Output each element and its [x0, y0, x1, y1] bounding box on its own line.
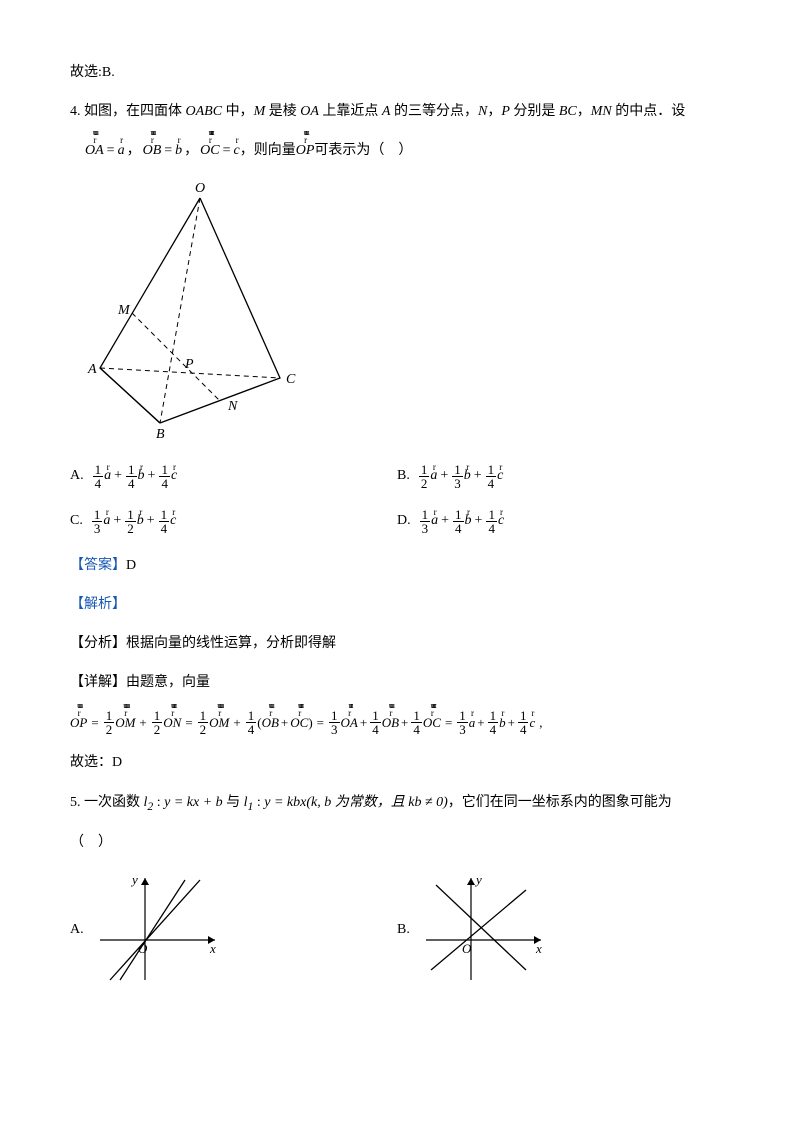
- option-c: C. 13 ra + 12 rb + 14 rc: [70, 508, 397, 535]
- oabc: OABC: [186, 104, 223, 119]
- fenxi-label: 【分析】: [70, 636, 126, 651]
- svg-text:M: M: [117, 303, 131, 318]
- vec-c: rc: [234, 138, 240, 163]
- q5-blank: （ ）: [70, 830, 724, 855]
- tetrahedron-figure: O M P A C N B: [80, 178, 724, 443]
- q4-text: 4. 如图，在四面体: [70, 104, 186, 119]
- svg-text:B: B: [156, 427, 165, 438]
- option-a: A. 14 ra + 14 rb + 14 rc: [70, 463, 397, 490]
- q4-vectors: uuurOA = ra ， uuurOB = rb ， uuurrOC = rc…: [85, 138, 724, 163]
- vec-b: rb: [175, 138, 182, 163]
- graphs-row: A. O x y B. O x: [70, 870, 724, 990]
- question-5: 5. 一次函数 l2 : y = kx + b 与 l1 : y = kbx(k…: [70, 790, 724, 817]
- svg-text:y: y: [130, 872, 138, 887]
- svg-text:O: O: [195, 181, 205, 196]
- answer-line: 【答案】D: [70, 553, 724, 578]
- svg-text:O: O: [138, 941, 148, 956]
- svg-text:N: N: [227, 399, 238, 414]
- vec-ob: uuurOB: [143, 138, 162, 163]
- vec-oc: uuurrOC: [200, 138, 219, 163]
- xiangjie-label: 【详解】: [70, 675, 126, 690]
- option-d: D. 13 ra + 14 rb + 14 rc: [397, 508, 724, 535]
- svg-text:O: O: [462, 941, 472, 956]
- svg-text:A: A: [87, 362, 97, 377]
- answer-value: D: [126, 558, 136, 573]
- svg-text:P: P: [184, 357, 194, 372]
- jiexi-label: 【解析】: [70, 592, 724, 617]
- svg-text:y: y: [474, 872, 482, 887]
- svg-text:x: x: [535, 941, 542, 956]
- svg-text:x: x: [209, 941, 216, 956]
- xiangjie-line: 【详解】由题意，向量: [70, 670, 724, 695]
- vec-a: ra: [118, 138, 125, 163]
- fenxi-line: 【分析】根据向量的线性运算，分析即得解: [70, 631, 724, 656]
- option-b: B. 12 ra + 13 rb + 14 rc: [397, 463, 724, 490]
- guxuan-d: 故选：D: [70, 750, 724, 775]
- vec-oa: uuurOA: [85, 138, 104, 163]
- question-4: 4. 如图，在四面体 OABC 中，M 是棱 OA 上靠近点 A 的三等分点，N…: [70, 99, 724, 124]
- graph-a: A. O x y: [70, 870, 397, 990]
- vec-op: uuurOP: [296, 138, 315, 163]
- svg-text:C: C: [286, 372, 296, 387]
- options-row-2: C. 13 ra + 12 rb + 14 rc D. 13 ra + 14 r…: [70, 508, 724, 535]
- derivation-equation: uuurOP = 12 uuuurOM + 12 uuurrON = 12 uu…: [70, 709, 724, 736]
- previous-answer: 故选:B.: [70, 60, 724, 85]
- answer-label: 【答案】: [70, 558, 126, 573]
- graph-b: B. O x y: [397, 870, 724, 990]
- options-row-1: A. 14 ra + 14 rb + 14 rc B. 12 ra + 13 r…: [70, 463, 724, 490]
